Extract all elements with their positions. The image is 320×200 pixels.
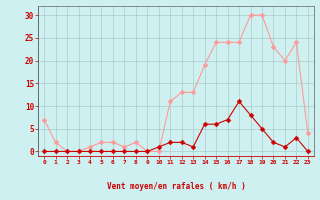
X-axis label: Vent moyen/en rafales ( km/h ): Vent moyen/en rafales ( km/h ) — [107, 182, 245, 191]
